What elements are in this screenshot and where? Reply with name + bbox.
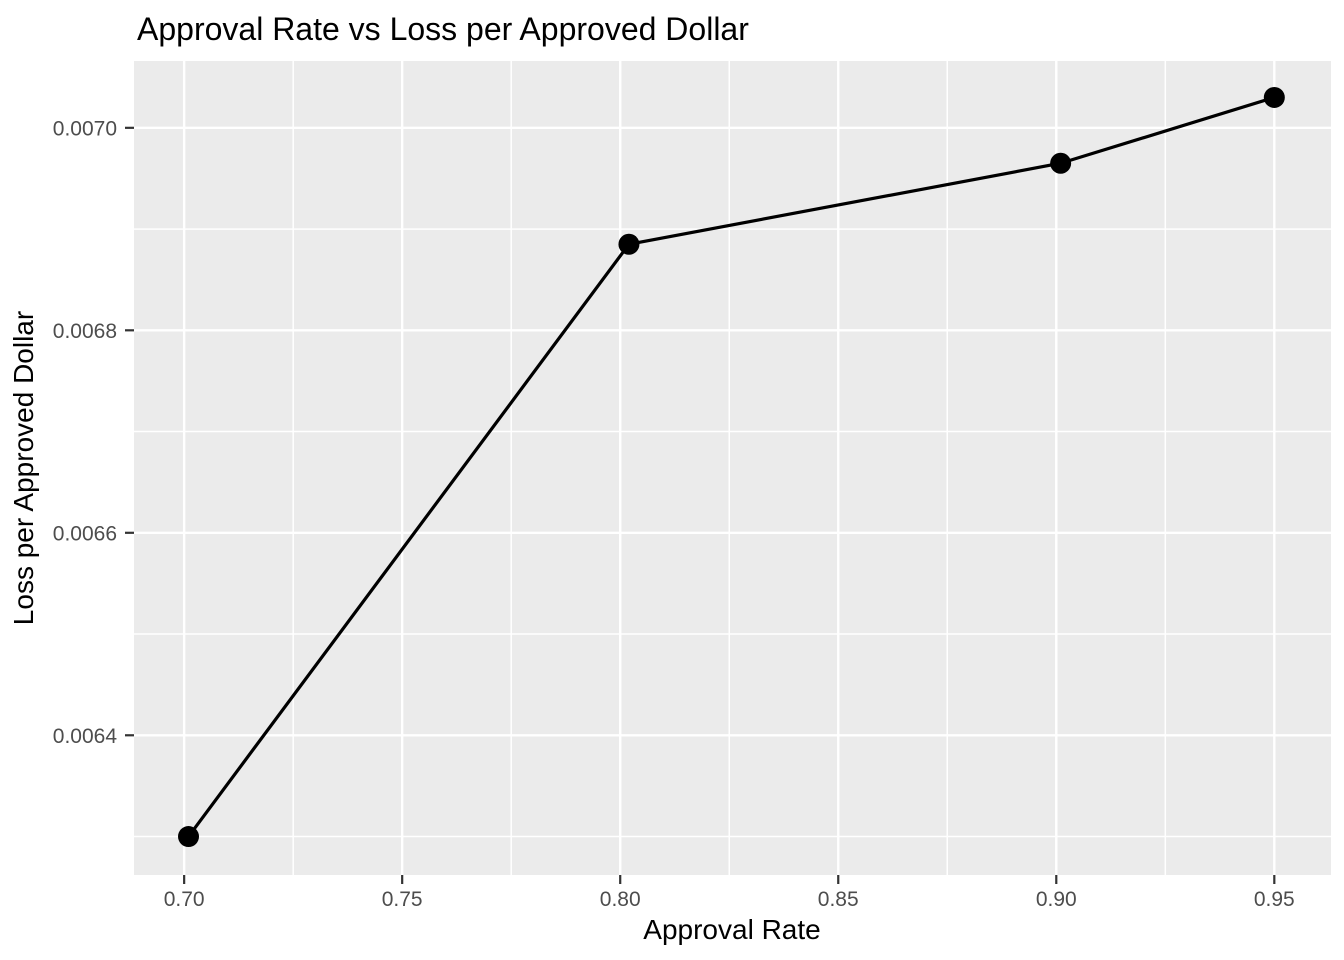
y-tick-label: 0.0064: [53, 725, 118, 748]
trend-line: [187, 95, 1275, 838]
y-tick-label: 0.0070: [53, 117, 117, 140]
y-tick-label: 0.0066: [53, 522, 117, 545]
chart-title: Approval Rate vs Loss per Approved Dolla…: [137, 11, 749, 47]
x-axis-title: Approval Rate: [643, 914, 821, 945]
y-tick-label: 0.0068: [53, 320, 117, 343]
panel-background: [134, 61, 1331, 875]
y-axis-title: Loss per Approved Dollar: [8, 310, 39, 626]
x-tick-label: 0.80: [600, 888, 641, 911]
data-point: [618, 233, 640, 255]
x-tick-label: 0.95: [1254, 888, 1295, 911]
x-tick-label: 0.70: [164, 888, 205, 911]
data-point: [1263, 86, 1285, 108]
data-point: [178, 826, 200, 848]
x-tick-label: 0.85: [818, 888, 859, 911]
data-point: [1050, 152, 1072, 174]
x-tick-label: 0.90: [1036, 888, 1077, 911]
x-tick-label: 0.75: [382, 888, 423, 911]
